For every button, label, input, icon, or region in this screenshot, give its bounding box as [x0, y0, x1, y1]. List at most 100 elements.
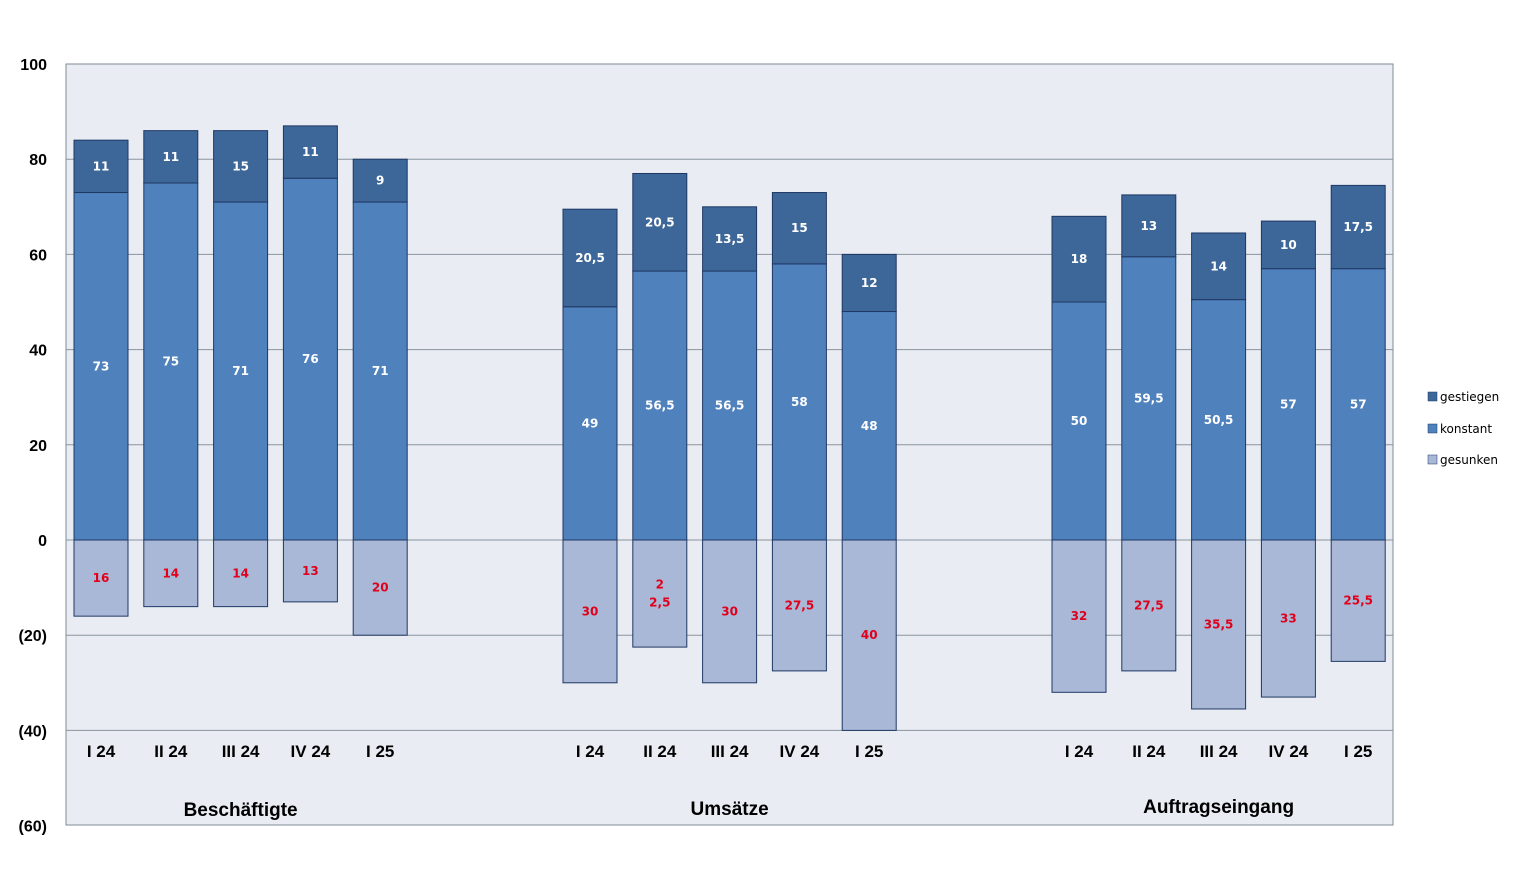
bar-segment-konstant — [841, 311, 897, 541]
bar-segment-gesunken — [841, 539, 897, 731]
data-label-konstant: 75 — [162, 355, 179, 369]
data-label-gestiegen: 13 — [1140, 219, 1157, 233]
y-tick-label: 100 — [20, 57, 47, 74]
data-label-gesunken: 2 — [656, 578, 664, 592]
x-tick-label: I 25 — [366, 742, 394, 761]
bar-segment-konstant — [73, 192, 129, 541]
x-tick-label: I 25 — [1344, 742, 1372, 761]
bar-segment-gesunken — [702, 539, 758, 684]
data-label-konstant: 71 — [372, 364, 389, 378]
data-label-gesunken: 20 — [372, 581, 389, 595]
bar-segment-gestiegen — [282, 125, 338, 179]
data-label-gestiegen: 14 — [1210, 259, 1227, 273]
data-label-gestiegen: 20,5 — [575, 251, 605, 265]
bar-segment-konstant — [352, 201, 408, 541]
x-tick-label: IV 24 — [291, 742, 331, 761]
y-tick-label: 20 — [29, 438, 47, 455]
data-label-konstant: 57 — [1280, 397, 1297, 411]
bar-segment-gestiegen — [1051, 215, 1107, 303]
legend-swatch-gestiegen — [1427, 391, 1438, 402]
data-label-gestiegen: 13,5 — [715, 232, 745, 246]
bar-segment-gesunken — [1191, 539, 1247, 710]
x-tick-label: III 24 — [1200, 742, 1238, 761]
y-tick-label: (20) — [19, 628, 47, 645]
bar-segment-konstant — [213, 201, 269, 541]
bar-segment-konstant — [1051, 301, 1107, 541]
bar-segment-gestiegen — [1121, 194, 1177, 258]
data-label-konstant: 59,5 — [1134, 391, 1164, 405]
data-label-konstant: 56,5 — [645, 399, 675, 413]
y-axis: 100 80 60 40 20 0 (20) (40) (60) — [19, 57, 48, 836]
data-label-gesunken: 35,5 — [1204, 617, 1234, 631]
bar-segment-gestiegen — [841, 253, 897, 313]
bar-segment-konstant — [1260, 268, 1316, 541]
data-label-gesunken: 30 — [582, 604, 599, 618]
bar-segment-gestiegen — [1330, 184, 1386, 270]
data-label-gestiegen: 20,5 — [645, 215, 675, 229]
bar-segment-gesunken — [1260, 539, 1316, 698]
data-label-gesunken: 30 — [721, 604, 738, 618]
data-label-gesunken: 2,5 — [649, 596, 670, 610]
legend-swatch-gesunken — [1427, 454, 1438, 465]
data-label-konstant: 71 — [232, 364, 249, 378]
data-label-konstant: 56,5 — [715, 399, 745, 413]
bar-segment-gestiegen — [1260, 220, 1316, 270]
bar-segment-gesunken — [771, 539, 827, 672]
bar-segment-konstant — [632, 270, 688, 541]
x-tick-label: I 25 — [855, 742, 883, 761]
x-tick-label: I 24 — [576, 742, 605, 761]
group-label: Umsätze — [691, 799, 769, 820]
data-label-konstant: 76 — [302, 352, 319, 366]
x-axis: I 24 II 24 III 24 IV 24 I 25 Beschäftigte I 24… — [87, 742, 1373, 821]
bar-segment-konstant — [702, 270, 758, 541]
data-label-gesunken: 27,5 — [785, 598, 815, 612]
x-tick-label: II 24 — [1132, 742, 1166, 761]
y-tick-label: (40) — [19, 723, 47, 740]
bar-segment-gestiegen — [1191, 232, 1247, 301]
bar-segment-gestiegen — [771, 192, 827, 265]
legend-label-gestiegen: gestiegen — [1440, 390, 1499, 404]
data-label-konstant: 49 — [582, 416, 599, 430]
x-tick-label: III 24 — [222, 742, 260, 761]
group-label: Auftragseingang — [1143, 797, 1294, 818]
data-label-gesunken: 40 — [861, 628, 878, 642]
legend: gestiegen konstant gesunken — [1427, 390, 1499, 467]
bar-segment-gesunken — [632, 539, 688, 648]
bar-segment-konstant — [562, 306, 618, 541]
bar-segment-gestiegen — [352, 158, 408, 203]
y-tick-label: 40 — [29, 343, 47, 360]
bar-segment-gestiegen — [213, 130, 269, 203]
data-label-konstant: 58 — [791, 395, 808, 409]
data-label-gesunken: 25,5 — [1343, 594, 1373, 608]
data-label-gesunken: 14 — [162, 566, 179, 580]
x-tick-label: II 24 — [643, 742, 677, 761]
y-tick-label: 60 — [29, 247, 47, 264]
y-tick-label: 80 — [29, 152, 47, 169]
bar-segment-konstant — [143, 182, 199, 541]
data-label-gesunken: 13 — [302, 564, 319, 578]
data-label-gesunken: 16 — [93, 571, 110, 585]
bar-segment-gesunken — [352, 539, 408, 636]
data-label-gestiegen: 15 — [232, 159, 249, 173]
data-label-konstant: 50 — [1071, 414, 1088, 428]
bar-segment-konstant — [771, 263, 827, 541]
data-label-gesunken: 14 — [232, 566, 249, 580]
x-tick-label: II 24 — [154, 742, 188, 761]
bar-segment-gesunken — [1330, 539, 1386, 662]
x-tick-label: IV 24 — [780, 742, 820, 761]
bar-segment-konstant — [1191, 299, 1247, 541]
data-label-gestiegen: 15 — [791, 221, 808, 235]
legend-label-gesunken: gesunken — [1440, 453, 1498, 467]
data-label-gestiegen: 18 — [1071, 252, 1088, 266]
legend-swatch-konstant — [1427, 423, 1438, 434]
y-tick-label: (60) — [19, 819, 47, 836]
bar-segment-gesunken — [213, 539, 269, 608]
bar-segment-konstant — [282, 177, 338, 541]
bar-segment-gestiegen — [73, 139, 129, 194]
data-label-gestiegen: 9 — [376, 174, 384, 188]
bar-segment-gesunken — [73, 539, 129, 617]
data-label-gestiegen: 12 — [861, 276, 878, 290]
data-label-konstant: 48 — [861, 419, 878, 433]
bar-segment-gestiegen — [632, 172, 688, 272]
